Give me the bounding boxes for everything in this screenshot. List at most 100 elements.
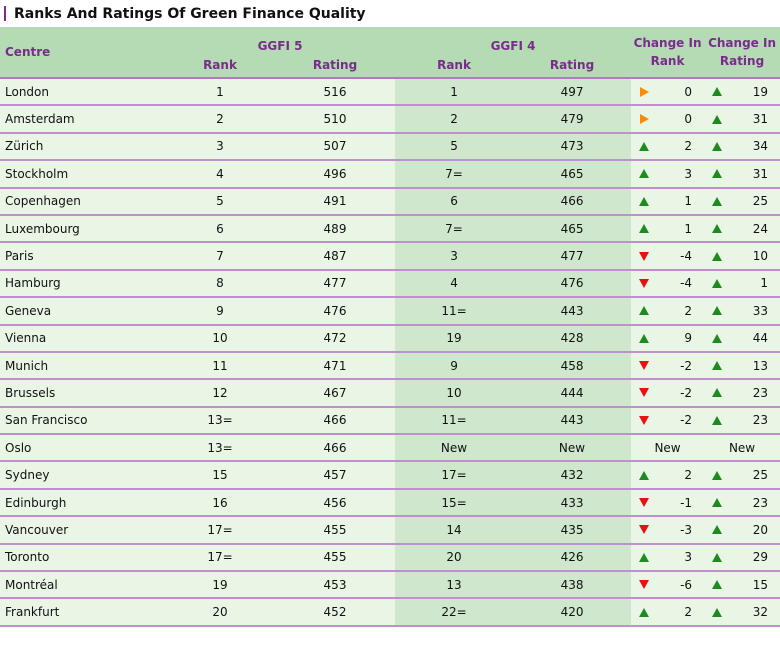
arrow-up-icon	[710, 114, 724, 124]
cell-ggfi4-rating: 477	[513, 242, 632, 271]
header-change-rank: Change In Rank	[631, 27, 705, 78]
header-ggfi4-rating: Rating	[513, 53, 632, 78]
cell-change-rank: 2	[631, 132, 705, 162]
cell-ggfi5-rating: 487	[275, 242, 396, 271]
cell-change-rating-value: 20	[752, 522, 769, 537]
cell-centre: Oslo	[0, 434, 165, 463]
cell-change-rating: 20	[704, 516, 780, 545]
cell-ggfi4-rank: New	[395, 434, 514, 463]
cell-change-rating: 19	[704, 78, 780, 107]
cell-centre: Paris	[0, 242, 165, 271]
cell-change-rating: 31	[704, 160, 780, 189]
arrow-up-icon	[710, 552, 724, 562]
cell-change-rank: 9	[631, 324, 705, 353]
arrow-down-icon	[637, 525, 651, 535]
table-row: Stockholm 4 496 7= 465 3 31	[0, 160, 780, 189]
arrow-down-icon	[637, 415, 651, 425]
cell-centre: Montréal	[0, 571, 165, 600]
header-ggfi5-rank: Rank	[165, 53, 275, 78]
cell-ggfi4-rating: 465	[513, 214, 632, 244]
cell-ggfi4-rank: 7=	[395, 214, 514, 244]
cell-ggfi5-rank: 10	[165, 324, 275, 353]
cell-ggfi5-rank: 12	[165, 379, 275, 408]
table-row: Frankfurt 20 452 22= 420 2 32	[0, 598, 780, 627]
cell-change-rank-value: -3	[680, 522, 693, 537]
cell-centre: Frankfurt	[0, 598, 165, 627]
arrow-up-icon	[710, 196, 724, 206]
header-change-rating: Change In Rating	[704, 27, 780, 78]
cell-ggfi5-rank: 2	[165, 105, 275, 134]
arrow-up-icon	[637, 552, 651, 562]
cell-ggfi5-rank: 13=	[165, 406, 275, 436]
table-row: Oslo 13= 466 New New New New	[0, 434, 780, 463]
cell-ggfi5-rating: 476	[275, 297, 396, 326]
cell-ggfi5-rank: 15	[165, 461, 275, 490]
cell-change-rating: 31	[704, 105, 780, 134]
table-row: London 1 516 1 497 0 19	[0, 78, 780, 107]
table-row: Paris 7 487 3 477 -4 10	[0, 242, 780, 271]
cell-change-rank: 3	[631, 543, 705, 573]
cell-centre: Brussels	[0, 379, 165, 408]
cell-ggfi4-rating: 432	[513, 461, 632, 490]
cell-centre: Copenhagen	[0, 187, 165, 216]
cell-change-rank-value: 0	[684, 112, 693, 127]
arrow-down-icon	[637, 251, 651, 261]
cell-centre: Luxembourg	[0, 214, 165, 244]
arrow-up-icon	[710, 498, 724, 508]
header-centre: Centre	[0, 27, 165, 78]
cell-change-rating-value: 25	[752, 468, 769, 483]
table-row: Zürich 3 507 5 473 2 34	[0, 132, 780, 162]
table-row: Vienna 10 472 19 428 9 44	[0, 324, 780, 353]
cell-ggfi4-rating: New	[513, 434, 632, 463]
cell-ggfi5-rank: 13=	[165, 434, 275, 463]
cell-change-rating: 32	[704, 598, 780, 627]
arrow-up-icon	[710, 361, 724, 371]
table-row: Edinburgh 16 456 15= 433 -1 23	[0, 488, 780, 518]
cell-change-rank: 2	[631, 598, 705, 627]
cell-change-rank-value: 2	[684, 468, 693, 483]
cell-centre: Vienna	[0, 324, 165, 353]
cell-change-rating-value: 33	[752, 303, 769, 318]
cell-change-rank-value: 9	[684, 331, 693, 346]
arrow-up-icon	[710, 580, 724, 590]
cell-change-rating-value: 24	[752, 221, 769, 236]
cell-ggfi4-rank: 4	[395, 269, 514, 299]
cell-change-rating-value: 23	[752, 413, 769, 428]
cell-change-rank: 0	[631, 105, 705, 134]
cell-ggfi4-rating: 473	[513, 132, 632, 162]
cell-ggfi4-rating: 476	[513, 269, 632, 299]
cell-ggfi5-rank: 1	[165, 78, 275, 107]
cell-change-rating-value: New	[728, 440, 756, 455]
cell-change-rating: 34	[704, 132, 780, 162]
cell-centre: Stockholm	[0, 160, 165, 189]
cell-ggfi5-rating: 471	[275, 351, 396, 381]
cell-change-rating-value: 19	[752, 84, 769, 99]
header-ggfi4: GGFI 4	[395, 27, 632, 53]
title-accent-bar	[4, 6, 6, 21]
rankings-table: Centre GGFI 5 GGFI 4 Change In Rank Chan…	[0, 27, 780, 627]
arrow-up-icon	[710, 278, 724, 288]
cell-ggfi5-rank: 11	[165, 351, 275, 381]
cell-ggfi5-rating: 466	[275, 434, 396, 463]
title-bar: Ranks And Ratings Of Green Finance Quali…	[0, 0, 780, 27]
cell-change-rank: -1	[631, 488, 705, 518]
cell-ggfi5-rating: 456	[275, 488, 396, 518]
cell-ggfi4-rank: 11=	[395, 297, 514, 326]
cell-centre: Vancouver	[0, 516, 165, 545]
cell-change-rank-value: -1	[680, 495, 693, 510]
cell-change-rating-value: 44	[752, 331, 769, 346]
table-body: London 1 516 1 497 0 19 Amsterdam 2 510 2 479 0 31 Zür…	[0, 78, 780, 627]
cell-change-rank: 3	[631, 160, 705, 189]
cell-ggfi5-rating: 455	[275, 543, 396, 573]
cell-centre: Sydney	[0, 461, 165, 490]
cell-ggfi4-rank: 1	[395, 78, 514, 107]
cell-change-rank: 0	[631, 78, 705, 107]
cell-ggfi5-rank: 6	[165, 214, 275, 244]
cell-ggfi5-rating: 457	[275, 461, 396, 490]
cell-ggfi4-rating: 466	[513, 187, 632, 216]
cell-change-rank: -3	[631, 516, 705, 545]
arrow-up-icon	[710, 251, 724, 261]
cell-change-rank-value: New	[654, 440, 681, 455]
cell-ggfi5-rating: 489	[275, 214, 396, 244]
cell-change-rating: 1	[704, 269, 780, 299]
